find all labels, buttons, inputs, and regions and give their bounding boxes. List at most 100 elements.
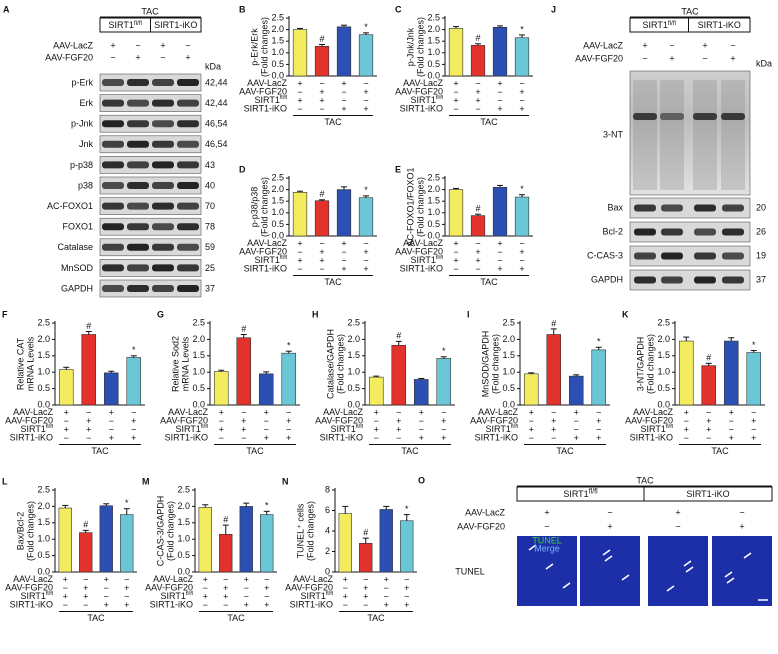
treatment-name: SIRT1fl/fl	[255, 95, 288, 105]
treatment-sign: −	[453, 247, 458, 257]
treatment-sign: +	[574, 407, 579, 417]
treatment-name-text: AAV-LacZ	[633, 407, 673, 417]
treatment-sign: −	[286, 424, 291, 434]
treatment-sign: +	[596, 416, 601, 426]
treatment-name: AAV-LacZ	[13, 407, 53, 417]
bar	[514, 196, 530, 237]
blot-strip	[99, 73, 202, 92]
treatment-sign: −	[86, 407, 91, 417]
treatment-sign: −	[574, 424, 579, 434]
treatment-sign: +	[109, 407, 114, 417]
y-tick-label: 2.5	[347, 317, 360, 327]
treatment-sign: −	[729, 416, 734, 426]
bar	[120, 514, 134, 573]
bar	[260, 514, 274, 573]
blot-band	[177, 243, 199, 251]
treatment-sign: −	[131, 424, 136, 434]
treatment-name-text: AAV-LacZ	[13, 407, 53, 417]
treatment-sign: −	[86, 433, 91, 443]
y-tick-label: 2.5	[657, 317, 670, 327]
blot-band	[152, 161, 174, 169]
bar	[678, 340, 694, 406]
treatment-sign: +	[264, 583, 269, 593]
y-tick-label: 1.5	[37, 350, 50, 360]
treatment-name: SIRT1fl/fl	[486, 424, 519, 434]
treatment-sign: −	[607, 507, 612, 517]
y-tick-label: 2.0	[37, 501, 50, 511]
treatment-sign: +	[343, 574, 348, 584]
blot-strip	[99, 135, 202, 154]
blot-band	[177, 79, 199, 86]
treatment-name: AAV-LacZ	[403, 78, 443, 88]
blot-label: Bax	[607, 202, 623, 212]
treatment-name: AAV-LacZ	[13, 574, 53, 584]
y-tick-label: 0.0	[192, 399, 205, 409]
y-tick-label: 1.0	[502, 367, 515, 377]
treatment-sign: +	[529, 424, 534, 434]
panel-letter: K	[622, 309, 629, 319]
treatment-name: SIRT1-iKO	[400, 104, 443, 114]
blot-band	[127, 120, 149, 128]
treatment-name: SIRT1-iKO	[244, 104, 287, 114]
kda-label: 42,44	[205, 77, 228, 87]
treatment-sign: −	[341, 87, 346, 97]
y-axis-label: Relative Sod2	[170, 336, 180, 392]
treatment-sign: +	[519, 87, 524, 97]
treatment-sign: −	[404, 574, 409, 584]
kda-label: 37	[756, 274, 766, 284]
y-tick-label: 2.5	[427, 12, 440, 22]
panel-letter: J	[551, 4, 556, 14]
treatment-sign: +	[131, 416, 136, 426]
treatment-sign: +	[363, 591, 368, 601]
treatment-name: SIRT1fl/fl	[301, 591, 334, 601]
treatment-sign: +	[706, 424, 711, 434]
treatment-sign: +	[341, 264, 346, 274]
y-tick-label: 1.0	[37, 534, 50, 544]
treatment-name-text: AAV-LacZ	[247, 78, 287, 88]
treatment-sign: +	[203, 574, 208, 584]
kda-label: 25	[205, 263, 215, 273]
treatment-sign: +	[519, 104, 524, 114]
blot-band	[152, 223, 174, 231]
error-bar	[705, 362, 712, 366]
treatment-sign: +	[529, 407, 534, 417]
treatment-sign: −	[374, 416, 379, 426]
significance-marker: *	[364, 22, 368, 32]
treatment-sign: −	[83, 574, 88, 584]
treatment-name-text: SIRT1	[255, 255, 280, 265]
treatment-name: SIRT1-iKO	[630, 433, 673, 443]
blot-band	[127, 243, 149, 251]
bar	[701, 365, 717, 406]
treatment-sign: −	[419, 424, 424, 434]
treatment-name-text: SIRT1-iKO	[630, 433, 673, 443]
treatment-sign: −	[675, 521, 680, 531]
treatment-sign: +	[185, 52, 190, 62]
bar	[358, 197, 374, 237]
arrow	[528, 544, 537, 551]
kda-label: 59	[205, 242, 215, 252]
kda-label: 37	[205, 283, 215, 293]
treatment-name-text: AAV-LacZ	[478, 407, 518, 417]
treatment-sign: +	[160, 40, 165, 50]
treatment-name: SIRT1-iKO	[320, 433, 363, 443]
blot-label: MnSOD	[61, 263, 94, 273]
y-tick-label: 2.5	[271, 12, 284, 22]
group-label: TAC	[324, 117, 342, 127]
treatment-sign: −	[297, 264, 302, 274]
treatment-sign: −	[131, 407, 136, 417]
significance-marker: #	[319, 189, 324, 199]
treatment-sign: −	[363, 95, 368, 105]
tunel-image	[648, 536, 708, 606]
treatment-name-sup: fl/fl	[46, 592, 53, 598]
error-bar	[222, 524, 229, 535]
treatment-sign: +	[551, 424, 556, 434]
y-axis-label: MnSOD/GAPDH	[480, 331, 490, 398]
error-bar	[342, 505, 349, 514]
blot-band	[661, 276, 683, 284]
significance-marker: *	[287, 341, 291, 351]
y-tick-label: 1.5	[427, 196, 440, 206]
blot-band	[634, 252, 656, 260]
y-tick-label: 0.5	[427, 219, 440, 229]
treatment-name: SIRT1fl/fl	[21, 424, 54, 434]
